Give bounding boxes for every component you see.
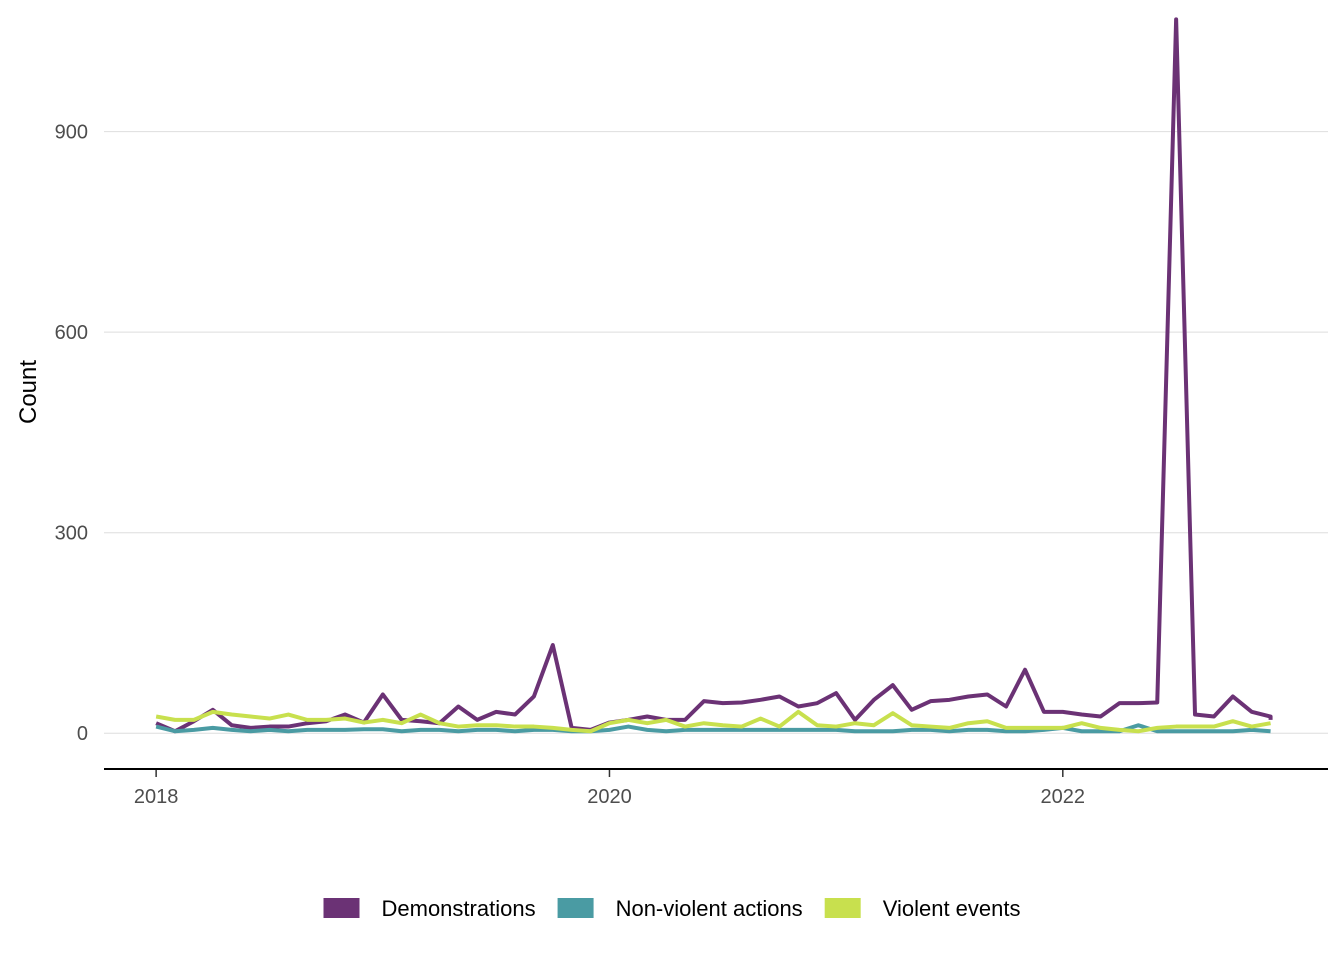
legend: Demonstrations Non-violent actions Violent… bbox=[323, 896, 1021, 921]
legend-label: Violent events bbox=[883, 896, 1021, 921]
legend-label: Demonstrations bbox=[382, 896, 536, 921]
series-line-violent-events bbox=[155, 709, 1271, 734]
y-tick-label: 300 bbox=[55, 523, 88, 545]
legend-item-demonstrations: Demonstrations bbox=[323, 896, 536, 921]
legend-item-violent-events: Violent events bbox=[824, 896, 1021, 921]
y-axis-title: Count bbox=[15, 360, 42, 424]
x-tick-label: 2022 bbox=[1041, 786, 1086, 808]
y-tick-label: 600 bbox=[55, 322, 88, 344]
series-line-demonstrations bbox=[155, 17, 1273, 734]
series-line-non-violent-actions bbox=[155, 723, 1271, 734]
legend-label: Non-violent actions bbox=[616, 896, 803, 921]
legend-item-non-violent-actions: Non-violent actions bbox=[557, 896, 803, 921]
legend-key bbox=[824, 898, 861, 918]
legend-key bbox=[323, 898, 360, 918]
gridlines bbox=[104, 131, 1328, 734]
x-tick-label: 2020 bbox=[587, 786, 632, 808]
x-tick-label: 2018 bbox=[134, 786, 179, 808]
axes: 2018 2020 2022 0 300 600 900 bbox=[55, 122, 1328, 808]
y-tick-label: 900 bbox=[55, 122, 88, 144]
series-lines bbox=[155, 17, 1273, 734]
y-tick-label: 0 bbox=[77, 723, 88, 745]
legend-key bbox=[557, 898, 594, 918]
